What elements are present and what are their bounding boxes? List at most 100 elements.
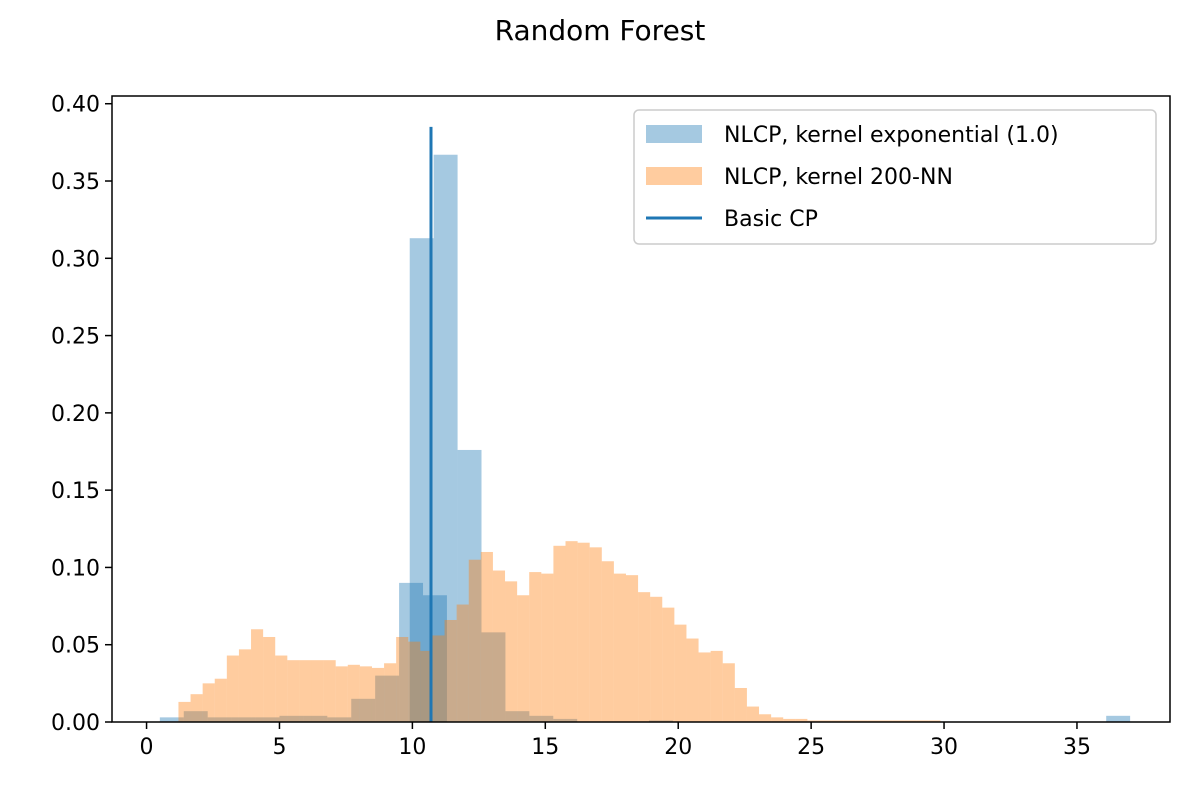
bar-200nn-21 <box>432 635 445 722</box>
bar-200nn-56 <box>855 720 868 722</box>
bar-exponential-17 <box>529 715 554 722</box>
bar-200nn-6 <box>251 629 264 722</box>
bar-200nn-0 <box>178 701 191 722</box>
legend-box <box>633 109 1157 245</box>
y-tick-label-6: 0.30 <box>51 247 100 272</box>
bar-200nn-48 <box>759 714 772 722</box>
bar-200nn-11 <box>311 660 324 722</box>
bar-exponential-3 <box>231 717 256 722</box>
bar-200nn-23 <box>456 604 469 722</box>
bar-200nn-62 <box>928 720 941 722</box>
bar-200nn-47 <box>746 706 760 722</box>
bar-200nn-31 <box>553 545 566 722</box>
y-tick-label-0: 0.00 <box>51 711 100 736</box>
legend-exponential-label: NLCP, kernel exponential (1.0) <box>724 123 1059 148</box>
bar-200nn-53 <box>819 720 832 722</box>
bar-200nn-58 <box>879 720 893 722</box>
axes-frame <box>111 95 1171 723</box>
bar-exponential-4 <box>255 717 280 722</box>
bar-200nn-44 <box>710 650 723 722</box>
plot-area <box>159 126 1131 723</box>
bar-exponential-16 <box>505 711 530 722</box>
bar-exponential-19 <box>648 720 673 722</box>
bar-exponential-0 <box>159 717 184 722</box>
x-tick-label-3: 15 <box>531 735 559 760</box>
legend-basic-cp-label: Basic CP <box>724 207 818 232</box>
bar-200nn-17 <box>384 663 397 722</box>
x-tick-label-6: 30 <box>930 735 958 760</box>
bar-200nn-27 <box>505 581 518 722</box>
bar-200nn-36 <box>613 573 626 722</box>
bar-200nn-54 <box>831 720 844 722</box>
bar-200nn-4 <box>226 655 239 722</box>
bar-exponential-6 <box>303 715 328 722</box>
bar-200nn-3 <box>214 678 227 722</box>
bar-200nn-32 <box>565 541 578 722</box>
y-tick-label-3: 0.15 <box>51 479 100 504</box>
axes: 0 5 10 15 20 25 30 35 0.00 0.05 0.10 0.15 0.20 0.25 0.… <box>51 93 1171 760</box>
bar-200nn-20 <box>420 650 433 722</box>
x-tick-label-1: 5 <box>272 735 286 760</box>
bar-200nn-35 <box>601 561 614 722</box>
bar-200nn-34 <box>589 547 602 722</box>
bar-200nn-39 <box>650 596 663 722</box>
bar-200nn-19 <box>408 641 421 722</box>
bar-200nn-9 <box>287 660 300 722</box>
bar-200nn-42 <box>686 638 699 722</box>
bar-exponential-14 <box>457 449 482 722</box>
chart-title: Random Forest <box>495 14 706 47</box>
bar-200nn-16 <box>371 667 385 722</box>
y-tick-label-1: 0.05 <box>51 634 100 659</box>
bar-200nn-10 <box>299 660 312 722</box>
bar-exponential-2 <box>207 717 232 722</box>
bar-200nn-2 <box>202 683 215 722</box>
bar-200nn-26 <box>492 570 506 722</box>
legend: NLCP, kernel exponential (1.0) NLCP, kern… <box>633 109 1157 245</box>
bar-exponential-11 <box>423 595 447 722</box>
bar-200nn-60 <box>904 720 917 722</box>
bar-200nn-37 <box>625 575 639 722</box>
bar-200nn-46 <box>734 687 747 722</box>
bar-200nn-8 <box>275 655 288 722</box>
bar-200nn-38 <box>638 592 651 722</box>
bar-exponential-10 <box>399 582 424 722</box>
bar-exponential-15 <box>481 632 506 722</box>
bar-exponential-12 <box>409 238 434 723</box>
bar-200nn-29 <box>529 572 542 722</box>
bar-200nn-55 <box>843 720 856 722</box>
x-tick-label-5: 25 <box>797 735 825 760</box>
bar-200nn-12 <box>323 660 336 722</box>
bar-200nn-50 <box>783 718 796 722</box>
bar-200nn-15 <box>359 666 372 722</box>
y-tick-label-4: 0.20 <box>51 402 100 427</box>
bar-200nn-40 <box>662 607 675 722</box>
bar-exponential-7 <box>327 717 352 722</box>
bar-200nn-57 <box>867 720 880 722</box>
bar-200nn-49 <box>771 717 784 722</box>
x-tick-label-4: 20 <box>664 735 692 760</box>
y-tick-label-5: 0.25 <box>51 325 100 350</box>
legend-exponential-swatch <box>646 125 702 143</box>
y-tick-label-2: 0.10 <box>51 556 100 581</box>
bar-200nn-45 <box>722 663 735 722</box>
bar-exponential-1 <box>183 711 208 722</box>
x-tick-label-2: 10 <box>398 735 426 760</box>
bar-200nn-7 <box>263 636 276 722</box>
bar-200nn-14 <box>347 664 360 722</box>
legend-200nn-label: NLCP, kernel 200-NN <box>724 165 953 190</box>
y-tick-label-7: 0.35 <box>51 170 100 195</box>
bar-200nn-1 <box>190 694 203 722</box>
bar-200nn-24 <box>468 559 481 722</box>
bar-200nn-59 <box>892 720 905 722</box>
bar-200nn-18 <box>396 636 409 722</box>
y-tick-label-8: 0.40 <box>51 93 100 118</box>
bar-exponential-5 <box>279 715 304 722</box>
bar-200nn-28 <box>517 595 530 722</box>
bar-200nn-25 <box>480 551 493 722</box>
bar-200nn-22 <box>444 619 457 722</box>
bar-exponential-8 <box>351 698 376 722</box>
x-tick-label-7: 35 <box>1063 735 1091 760</box>
bar-200nn-30 <box>541 573 554 722</box>
bar-exponential-20 <box>1106 715 1131 722</box>
